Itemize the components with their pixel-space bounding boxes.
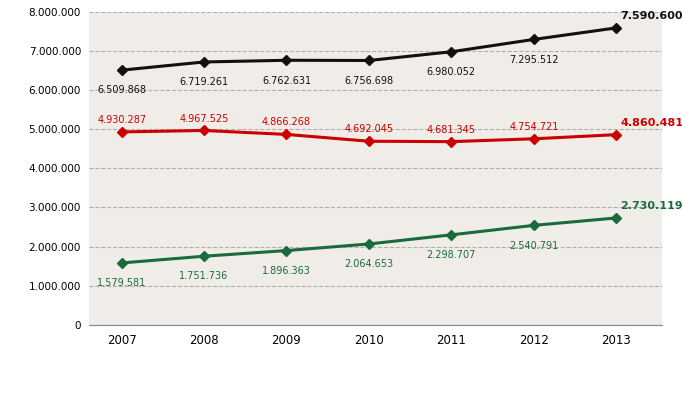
Text: 6.719.261: 6.719.261 (179, 77, 228, 87)
Text: 4.930.287: 4.930.287 (97, 115, 146, 125)
Text: 2.298.707: 2.298.707 (427, 250, 476, 260)
Text: 7.590.600: 7.590.600 (621, 11, 682, 21)
Text: 1.579.581: 1.579.581 (97, 278, 146, 288)
Text: 2.730.119: 2.730.119 (621, 201, 682, 211)
Text: 6.980.052: 6.980.052 (427, 67, 476, 77)
Text: 2.064.653: 2.064.653 (344, 259, 394, 269)
Text: 6.762.631: 6.762.631 (262, 76, 311, 86)
Text: 4.692.045: 4.692.045 (344, 124, 394, 134)
Text: 4.967.525: 4.967.525 (179, 114, 228, 124)
Text: 4.681.345: 4.681.345 (427, 125, 476, 135)
Text: 4.860.481: 4.860.481 (621, 118, 682, 128)
Text: 1.896.363: 1.896.363 (262, 266, 311, 276)
Text: 1.751.736: 1.751.736 (179, 272, 228, 282)
Text: 4.754.721: 4.754.721 (509, 122, 559, 132)
Text: 6.509.868: 6.509.868 (97, 86, 146, 95)
Text: 4.866.268: 4.866.268 (262, 118, 311, 128)
Text: 7.295.512: 7.295.512 (509, 55, 559, 65)
Text: 2.540.791: 2.540.791 (509, 241, 559, 251)
Text: 6.756.698: 6.756.698 (344, 76, 394, 86)
